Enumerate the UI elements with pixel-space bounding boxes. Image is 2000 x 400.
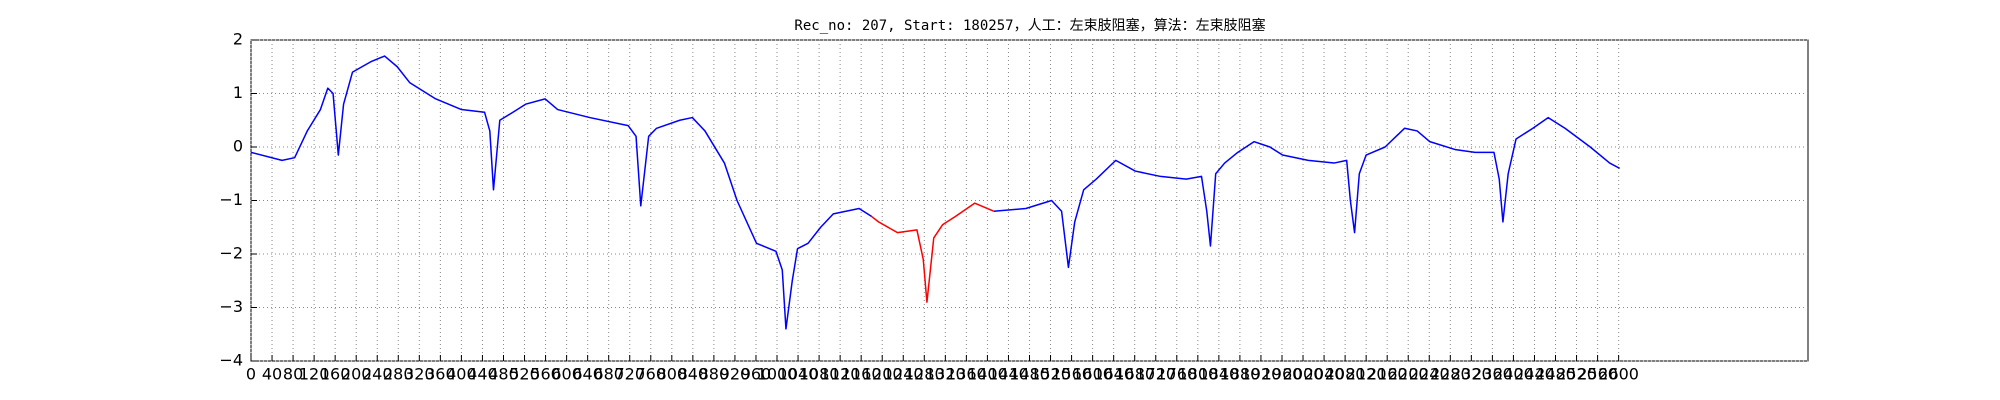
x-tick-label: 1040	[778, 365, 819, 384]
x-tick-label: 2160	[1367, 365, 1408, 384]
x-tick-label: 1080	[799, 365, 840, 384]
x-tick-label: 2000	[1283, 365, 1324, 384]
x-tick-label: 760	[635, 365, 666, 384]
y-tick-label: 0	[233, 137, 243, 156]
x-tick-label: 1920	[1241, 365, 1282, 384]
x-tick-label: 920	[720, 365, 751, 384]
x-tick-label: 680	[593, 365, 624, 384]
x-tick-label: 1360	[946, 365, 987, 384]
x-tick-label: 560	[530, 365, 561, 384]
x-tick-label: 800	[657, 365, 688, 384]
x-tick-label: 1440	[988, 365, 1029, 384]
y-tick-label: −1	[219, 190, 243, 209]
x-tick-label: 440	[467, 365, 498, 384]
x-tick-label: 1640	[1093, 365, 1134, 384]
x-tick-label: 2200	[1388, 365, 1429, 384]
x-tick-label: 200	[341, 365, 372, 384]
x-tick-label: 640	[572, 365, 603, 384]
x-tick-label: 360	[425, 365, 456, 384]
x-tick-label: 1960	[1262, 365, 1303, 384]
x-tick-label: 2080	[1325, 365, 1366, 384]
x-tick-label: 1720	[1135, 365, 1176, 384]
x-tick-label: 1320	[925, 365, 966, 384]
x-tick-label: 1280	[904, 365, 945, 384]
x-tick-label: 40	[262, 365, 282, 384]
y-tick-label: −3	[219, 297, 243, 316]
x-tick-label: 280	[383, 365, 414, 384]
x-tick-label: 2120	[1346, 365, 1387, 384]
x-tick-label: 0	[246, 365, 256, 384]
x-tick-label: 2240	[1409, 365, 1450, 384]
x-tick-label: 1400	[967, 365, 1008, 384]
x-tick-label: 1200	[862, 365, 903, 384]
y-tick-label: −2	[219, 244, 243, 263]
x-tick-label: 880	[699, 365, 730, 384]
x-tick-label: 1880	[1220, 365, 1261, 384]
x-tick-label: 2480	[1535, 365, 1576, 384]
x-tick-label: 2520	[1556, 365, 1597, 384]
x-tick-label: 240	[362, 365, 393, 384]
series-line	[871, 202, 995, 303]
x-tick-label: 1160	[841, 365, 882, 384]
x-tick-label: 320	[404, 365, 435, 384]
x-tick-label: 120	[299, 365, 330, 384]
x-tick-label: 2320	[1451, 365, 1492, 384]
x-tick-label: 1840	[1199, 365, 1240, 384]
x-tick-label: 400	[446, 365, 477, 384]
x-tick-label: 600	[551, 365, 582, 384]
x-tick-label: 1520	[1030, 365, 1071, 384]
x-tick-label: 520	[509, 365, 540, 384]
x-tick-label: 1120	[820, 365, 861, 384]
chart-title: Rec_no: 207, Start: 180257，人工：左束肢阻塞，算法：左…	[794, 17, 1265, 34]
x-tick-label: 1800	[1177, 365, 1218, 384]
x-tick-label: 1680	[1114, 365, 1155, 384]
x-tick-label: 2400	[1493, 365, 1534, 384]
x-tick-label: 2600	[1598, 365, 1639, 384]
x-tick-label: 1000	[757, 365, 798, 384]
x-tick-label: 160	[320, 365, 351, 384]
x-tick-label: 2560	[1577, 365, 1618, 384]
x-tick-label: 2440	[1514, 365, 1555, 384]
y-tick-label: −4	[219, 351, 243, 370]
x-tick-label: 1560	[1051, 365, 1092, 384]
x-tick-label: 960	[741, 365, 772, 384]
x-tick-label: 1480	[1009, 365, 1050, 384]
x-tick-label: 1760	[1156, 365, 1197, 384]
x-tick-label: 720	[614, 365, 645, 384]
x-tick-label: 840	[678, 365, 709, 384]
x-tick-label: 2040	[1304, 365, 1345, 384]
x-tick-label: 1600	[1072, 365, 1113, 384]
x-tick-label: 2360	[1472, 365, 1513, 384]
x-tick-label: 480	[488, 365, 519, 384]
x-tick-label: 80	[283, 365, 303, 384]
series-line	[250, 55, 1621, 330]
x-tick-label: 2280	[1430, 365, 1471, 384]
x-tick-label: 1240	[883, 365, 924, 384]
y-tick-label: 1	[233, 83, 243, 102]
y-tick-label: 2	[233, 30, 243, 49]
